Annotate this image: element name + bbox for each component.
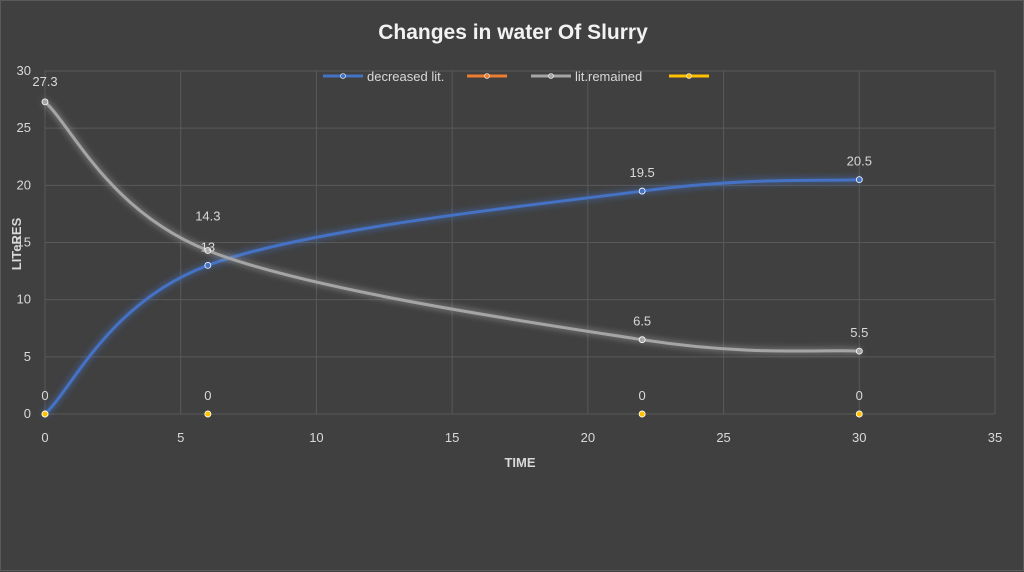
x-tick-label: 20 (581, 430, 595, 445)
legend-item: lit.remained (531, 69, 642, 84)
data-label: 27.3 (32, 74, 57, 89)
data-label: 20.5 (847, 154, 872, 169)
legend: decreased lit. lit.remained (323, 69, 709, 84)
data-point (855, 410, 863, 418)
data-point (204, 261, 212, 269)
data-point (41, 98, 49, 106)
data-label: 0 (41, 388, 48, 403)
data-point (41, 410, 49, 418)
x-tick-label: 10 (309, 430, 323, 445)
series-line (43, 178, 861, 416)
y-tick-label: 30 (17, 63, 31, 78)
legend-label: lit.remained (575, 69, 642, 84)
data-point (638, 336, 646, 344)
data-point (855, 176, 863, 184)
data-label: 0 (639, 388, 646, 403)
data-labels: 13 19.5 20.5 27.3 14.3 6.5 5.5 0 0 0 0 (32, 74, 872, 403)
data-label: 6.5 (633, 314, 651, 329)
data-point (855, 347, 863, 355)
data-point (204, 410, 212, 418)
legend-item (669, 73, 709, 79)
legend-label: decreased lit. (367, 69, 444, 84)
data-label: 13 (201, 239, 215, 254)
y-tick-label: 15 (17, 235, 31, 250)
y-tick-label: 25 (17, 120, 31, 135)
y-axis-title: LITeRES (9, 217, 24, 270)
legend-marker (686, 73, 692, 79)
legend-marker (484, 73, 490, 79)
x-axis-title: TIME (504, 455, 535, 470)
series-line (43, 100, 861, 353)
y-tick-label: 20 (17, 177, 31, 192)
x-tick-label: 25 (716, 430, 730, 445)
data-point (638, 410, 646, 418)
series-layer (41, 98, 863, 418)
data-label: 19.5 (629, 165, 654, 180)
data-label: 14.3 (195, 209, 220, 224)
x-tick-label: 0 (41, 430, 48, 445)
data-point (204, 247, 212, 254)
legend-marker (340, 73, 346, 79)
y-tick-label: 10 (17, 292, 31, 307)
x-tick-label: 35 (988, 430, 1002, 445)
series-lit-remained (41, 98, 863, 355)
tick-labels: 0 5 10 15 20 25 30 0 5 10 15 20 25 30 35 (17, 63, 1003, 445)
chart-title: Changes in water Of Slurry (378, 21, 648, 44)
data-label: 0 (204, 388, 211, 403)
x-tick-label: 5 (177, 430, 184, 445)
data-point (638, 187, 646, 195)
x-tick-label: 15 (445, 430, 459, 445)
legend-item: decreased lit. (323, 69, 444, 84)
legend-item (467, 73, 507, 79)
data-label: 5.5 (850, 325, 868, 340)
series-unnamed-3 (41, 410, 863, 418)
x-tick-label: 30 (852, 430, 866, 445)
data-label: 0 (856, 388, 863, 403)
y-tick-label: 0 (24, 406, 31, 421)
y-tick-label: 5 (24, 349, 31, 364)
legend-marker (548, 73, 554, 79)
